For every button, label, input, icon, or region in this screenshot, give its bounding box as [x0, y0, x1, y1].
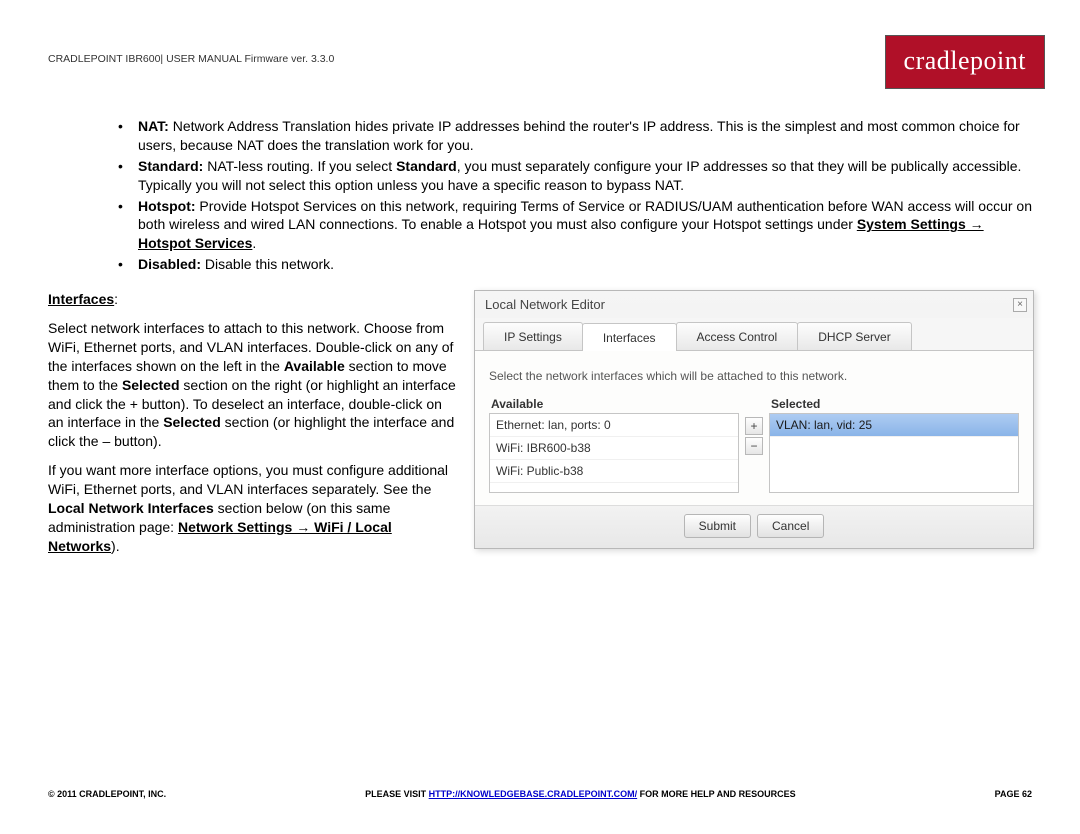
tab-dhcp-server[interactable]: DHCP Server [797, 322, 911, 350]
list-item[interactable]: WiFi: IBR600-b38 [490, 437, 738, 460]
interfaces-text: Interfaces: Select network interfaces to… [48, 290, 456, 566]
list-item[interactable]: VLAN: lan, vid: 25 [770, 414, 1018, 437]
interfaces-paragraph-1: Select network interfaces to attach to t… [48, 319, 456, 451]
available-label: Available [489, 397, 739, 411]
dialog-footer: Submit Cancel [475, 505, 1033, 548]
dual-listbox: Available Ethernet: lan, ports: 0 WiFi: … [489, 397, 1019, 493]
list-item-standard: Standard: NAT-less routing. If you selec… [138, 157, 1032, 195]
tab-ip-settings[interactable]: IP Settings [483, 322, 583, 350]
available-group: Available Ethernet: lan, ports: 0 WiFi: … [489, 397, 739, 493]
remove-button[interactable]: − [745, 437, 763, 455]
tab-interfaces[interactable]: Interfaces [582, 323, 677, 351]
selected-listbox[interactable]: VLAN: lan, vid: 25 [769, 413, 1019, 493]
dialog-body: Select the network interfaces which will… [475, 351, 1033, 505]
list-item[interactable]: Ethernet: lan, ports: 0 [490, 414, 738, 437]
footer-copyright: © 2011 CRADLEPOINT, INC. [48, 789, 166, 799]
available-listbox[interactable]: Ethernet: lan, ports: 0 WiFi: IBR600-b38… [489, 413, 739, 493]
page-header: CRADLEPOINT IBR600| USER MANUAL Firmware… [0, 0, 1080, 89]
dialog-column: Local Network Editor × IP Settings Inter… [474, 290, 1034, 566]
mover-buttons: + − [745, 417, 763, 493]
cancel-button[interactable]: Cancel [757, 514, 824, 538]
submit-button[interactable]: Submit [684, 514, 751, 538]
list-item[interactable]: WiFi: Public-b38 [490, 460, 738, 483]
close-icon[interactable]: × [1013, 298, 1027, 312]
selected-label: Selected [769, 397, 1019, 411]
dialog-tabs: IP Settings Interfaces Access Control DH… [475, 318, 1033, 351]
page-footer: © 2011 CRADLEPOINT, INC. PLEASE VISIT HT… [48, 789, 1032, 799]
routing-modes-list: NAT: Network Address Translation hides p… [48, 117, 1032, 274]
list-item-hotspot: Hotspot: Provide Hotspot Services on thi… [138, 197, 1032, 254]
interfaces-paragraph-2: If you want more interface options, you … [48, 461, 456, 555]
footer-page: PAGE 62 [995, 789, 1032, 799]
interfaces-section: Interfaces: Select network interfaces to… [48, 290, 1032, 566]
dialog-title-text: Local Network Editor [485, 297, 605, 312]
interfaces-heading: Interfaces [48, 291, 114, 307]
list-item-nat: NAT: Network Address Translation hides p… [138, 117, 1032, 155]
add-button[interactable]: + [745, 417, 763, 435]
footer-center: PLEASE VISIT HTTP://KNOWLEDGEBASE.CRADLE… [166, 789, 994, 799]
cradlepoint-logo: cradlepoint [885, 35, 1045, 89]
dialog-titlebar: Local Network Editor × [475, 291, 1033, 318]
selected-group: Selected VLAN: lan, vid: 25 [769, 397, 1019, 493]
local-network-editor-dialog: Local Network Editor × IP Settings Inter… [474, 290, 1034, 549]
doc-title: CRADLEPOINT IBR600| USER MANUAL Firmware… [48, 53, 334, 65]
dialog-hint: Select the network interfaces which will… [489, 369, 1019, 383]
main-content: NAT: Network Address Translation hides p… [0, 89, 1080, 566]
list-item-disabled: Disabled: Disable this network. [138, 255, 1032, 274]
footer-link[interactable]: HTTP://KNOWLEDGEBASE.CRADLEPOINT.COM/ [429, 789, 638, 799]
tab-access-control[interactable]: Access Control [676, 322, 799, 350]
